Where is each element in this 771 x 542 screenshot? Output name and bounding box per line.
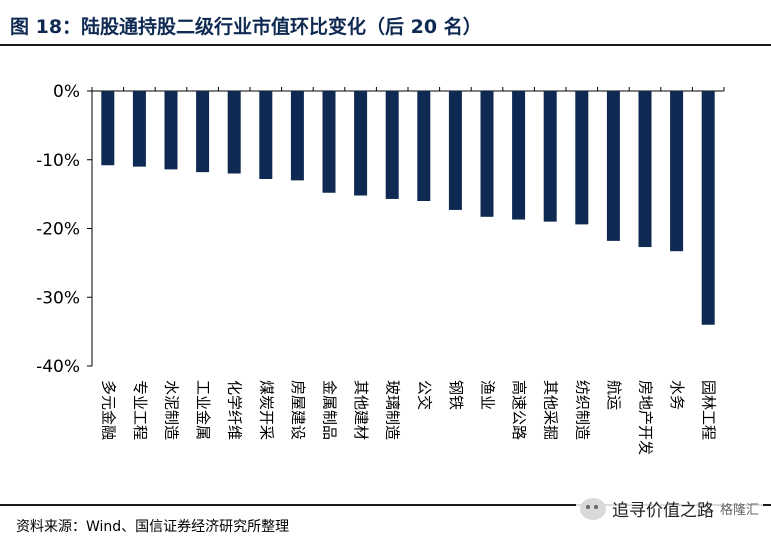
bar — [259, 91, 273, 179]
y-tick-label: 0% — [53, 82, 80, 102]
bar — [638, 91, 652, 248]
bar — [543, 91, 557, 222]
source-note: 资料来源：Wind、国信证券经济研究所整理 — [16, 519, 290, 535]
watermark-sub: 格隆汇 — [719, 503, 759, 518]
bar — [227, 91, 241, 174]
x-tick-labels: 多元金融 专业工程 水泥制造 工业金属 化学纤维 煤炭开采 房屋建设 金属制品 其他建材 玻璃制造… — [99, 380, 717, 455]
chart-title: 图 18：陆股通持股二级行业市值环比变化（后 20 名） — [10, 16, 482, 38]
bar — [417, 91, 431, 201]
bar — [164, 91, 178, 170]
x-tick-label: 渔业 — [479, 380, 497, 410]
x-tick-label: 专业工程 — [131, 380, 149, 440]
bar — [290, 91, 304, 181]
bar — [480, 91, 494, 217]
x-tick-label: 纺织制造 — [573, 380, 591, 440]
wechat-icon — [579, 497, 606, 520]
x-tick-label: 其他建材 — [352, 380, 370, 440]
x-tick-label: 房地产开发 — [637, 380, 655, 455]
x-tick-label: 化学纤维 — [226, 380, 244, 440]
bar — [670, 91, 684, 252]
x-tick-label: 高速公路 — [510, 380, 528, 440]
y-tick-labels: 0% -10% -20% -30% -40% — [36, 82, 80, 377]
x-tick-label: 公交 — [415, 380, 433, 410]
y-tick-label: -20% — [36, 220, 80, 240]
x-tick-label: 煤炭开采 — [257, 380, 275, 440]
bar — [354, 91, 368, 196]
x-tick-label: 金属制品 — [321, 380, 339, 440]
bar — [196, 91, 210, 173]
x-tick-label: 多元金融 — [99, 380, 117, 440]
x-tick-label: 钢铁 — [447, 380, 465, 410]
x-tick-label: 水泥制造 — [163, 380, 181, 440]
bar — [132, 91, 146, 167]
x-tick-label: 房屋建设 — [289, 380, 307, 440]
bar — [101, 91, 115, 166]
watermark: 追寻价值之路 格隆汇 — [575, 494, 763, 523]
bar — [701, 91, 715, 325]
bar — [512, 91, 526, 220]
x-tick-label: 玻璃制造 — [384, 380, 402, 440]
bar — [322, 91, 336, 193]
x-tick-label: 其他采掘 — [542, 380, 560, 440]
watermark-text: 追寻价值之路 — [611, 501, 714, 521]
chart-bars — [101, 91, 715, 325]
x-tick-label: 水务 — [668, 380, 686, 410]
chart-axes — [87, 87, 725, 367]
bar — [448, 91, 462, 210]
x-tick-label: 工业金属 — [194, 380, 212, 440]
x-tick-label: 园林工程 — [700, 380, 718, 440]
bar-chart: 0% -10% -20% -30% -40% 多元金融 专业工程 水泥制造 工业金属 化学纤维煤… — [36, 82, 725, 455]
y-tick-label: -10% — [36, 151, 80, 171]
title-bar: 图 18：陆股通持股二级行业市值环比变化（后 20 名） — [0, 0, 771, 46]
bar — [575, 91, 589, 225]
bar — [606, 91, 620, 241]
source-bar: 资料来源：Wind、国信证券经济研究所整理 — [0, 504, 771, 542]
y-tick-label: -40% — [36, 357, 80, 377]
bar — [385, 91, 399, 199]
x-tick-label: 航运 — [605, 380, 623, 410]
y-tick-label: -30% — [36, 288, 80, 308]
